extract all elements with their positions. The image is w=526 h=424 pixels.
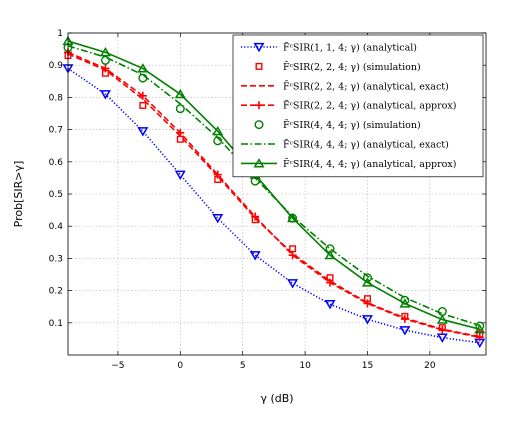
- legend-marker: [255, 101, 263, 110]
- y-tick-label: 0.5: [49, 190, 63, 200]
- data-point: [174, 170, 186, 180]
- legend-marker: [253, 42, 265, 53]
- data-point: [361, 277, 373, 287]
- data-point: [251, 212, 260, 221]
- data-point: [436, 333, 448, 343]
- legend-marker: [254, 120, 264, 130]
- data-point: [475, 321, 485, 331]
- data-point: [174, 88, 186, 99]
- legend-label: F̄ᶜSIR(4, 4, 4; γ) (analytical, approx): [283, 158, 456, 170]
- data-point: [176, 128, 185, 137]
- data-point: [474, 323, 486, 334]
- data-point: [137, 127, 149, 137]
- data-point: [287, 279, 299, 289]
- y-axis-label: Prob[SIR>γ]: [12, 161, 25, 228]
- x-tick-label: −5: [111, 361, 124, 371]
- data-point: [139, 101, 147, 109]
- legend-entry: F̄ᶜSIR(4, 4, 4; γ) (analytical, approx): [241, 158, 456, 170]
- y-tick-label: 1: [57, 29, 63, 39]
- y-tick-label: 0.7: [49, 126, 63, 136]
- legend-entry: F̄ᶜSIR(2, 2, 4; γ) (simulation): [255, 61, 421, 73]
- data-point: [361, 315, 373, 325]
- data-point: [101, 64, 110, 73]
- legend-label: F̄ᶜSIR(2, 2, 4; γ) (analytical, exact): [283, 81, 449, 93]
- data-point: [99, 90, 111, 100]
- legend-entry: F̄ᶜSIR(2, 2, 4; γ) (analytical, exact): [241, 81, 449, 93]
- data-point: [438, 325, 447, 334]
- data-point: [287, 212, 299, 223]
- legend-entry: F̄ᶜSIR(2, 2, 4; γ) (analytical, approx): [241, 100, 456, 112]
- data-point: [400, 314, 409, 323]
- data-point: [213, 170, 222, 179]
- x-tick-label: 15: [362, 361, 373, 371]
- legend-marker: [255, 62, 263, 70]
- x-tick-label: 20: [424, 361, 436, 371]
- legend-entry: F̄ᶜSIR(4, 4, 4; γ) (simulation): [254, 119, 421, 131]
- legend-box: [232, 34, 484, 178]
- series-line: [67, 51, 480, 339]
- legend-label: F̄ᶜSIR(4, 4, 4; γ) (analytical, exact): [283, 139, 449, 151]
- y-tick-label: 0.2: [49, 287, 63, 297]
- y-tick-label: 0.9: [49, 61, 64, 71]
- legend-label: F̄ᶜSIR(1, 1, 4; γ) (analytical): [283, 42, 417, 54]
- data-point: [326, 278, 335, 287]
- data-point: [288, 251, 297, 260]
- y-tick-label: 0.8: [49, 93, 64, 103]
- y-tick-label: 0.1: [49, 319, 63, 329]
- data-point: [362, 273, 372, 283]
- legend: F̄ᶜSIR(1, 1, 4; γ) (analytical) F̄ᶜSIR(2,…: [232, 34, 484, 178]
- data-point: [399, 298, 411, 308]
- data-point: [100, 55, 110, 65]
- data-point: [212, 125, 224, 136]
- data-point: [324, 249, 336, 260]
- data-point: [324, 300, 336, 310]
- data-point: [138, 91, 147, 100]
- legend-label: F̄ᶜSIR(2, 2, 4; γ) (analytical, approx): [283, 100, 456, 112]
- data-point: [436, 314, 448, 324]
- legend-label: F̄ᶜSIR(4, 4, 4; γ) (simulation): [283, 119, 421, 131]
- legend-label: F̄ᶜSIR(2, 2, 4; γ) (simulation): [283, 61, 421, 73]
- series-line: [67, 40, 480, 331]
- legend-entry: F̄ᶜSIR(4, 4, 4; γ) (analytical, exact): [241, 139, 449, 151]
- x-tick-label: 5: [240, 361, 246, 371]
- data-point: [363, 299, 372, 308]
- data-point: [399, 326, 411, 336]
- legend-entry: F̄ᶜSIR(1, 1, 4; γ) (analytical): [241, 42, 417, 54]
- data-point: [475, 333, 484, 342]
- data-point: [99, 47, 111, 57]
- series-1: [62, 64, 486, 349]
- x-tick-label: 0: [177, 361, 183, 371]
- data-point: [212, 214, 224, 224]
- data-point: [175, 104, 185, 114]
- legend-marker: [253, 158, 265, 168]
- x-tick-label: 10: [299, 361, 311, 371]
- series-4: [64, 48, 484, 342]
- x-axis-label: γ (dB): [260, 392, 293, 405]
- data-point: [137, 63, 149, 73]
- data-point: [249, 251, 261, 261]
- y-tick-label: 0.3: [49, 254, 63, 264]
- y-tick-label: 0.4: [49, 222, 64, 232]
- y-tick-label: 0.6: [49, 158, 64, 168]
- series-line: [67, 67, 480, 344]
